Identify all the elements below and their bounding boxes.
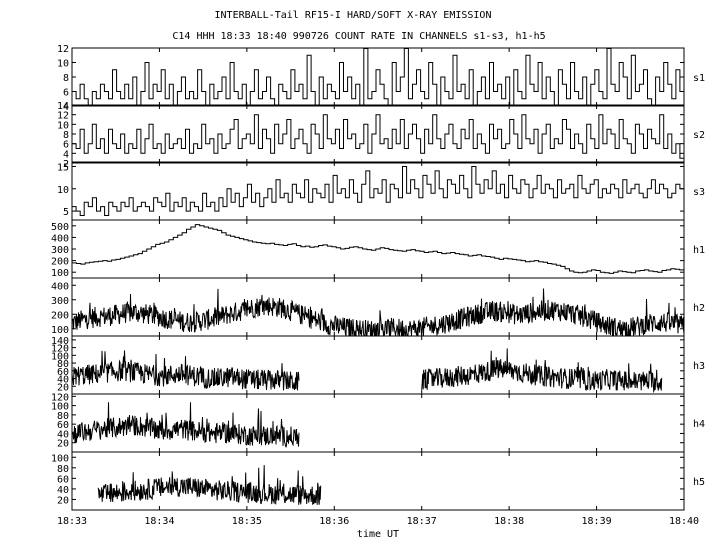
channel-label-h2: h2: [693, 303, 705, 314]
y-tick-label-h4-0: 20: [57, 439, 69, 450]
channel-label-h3: h3: [693, 361, 705, 372]
series-line-h1: [72, 224, 684, 274]
y-tick-label-h4-2: 60: [57, 420, 69, 431]
y-tick-label-s3-0: 5: [63, 207, 69, 218]
y-tick-label-h1-2: 300: [51, 245, 69, 256]
y-tick-label-s2-4: 10: [57, 120, 69, 131]
x-tick-label-2: 18:35: [232, 516, 262, 527]
y-tick-label-h2-3: 400: [51, 281, 69, 292]
y-tick-label-h2-0: 100: [51, 325, 69, 336]
channel-label-h5: h5: [693, 477, 705, 488]
x-tick-label-3: 18:36: [319, 516, 349, 527]
y-tick-label-h4-3: 80: [57, 411, 69, 422]
y-tick-label-s2-5: 12: [57, 111, 69, 122]
y-tick-label-h3-1: 40: [57, 375, 69, 386]
panel-s1: 4 6 8 10 12 s1: [57, 44, 705, 113]
x-tick-label-5: 18:38: [494, 516, 524, 527]
y-tick-label-h5-3: 80: [57, 464, 69, 475]
panel-s3: 5 10 15 s3: [57, 161, 705, 221]
y-tick-label-h2-1: 200: [51, 310, 69, 321]
y-tick-label-h1-4: 500: [51, 222, 69, 233]
y-tick-label-s2-1: 4: [63, 149, 69, 160]
y-tick-label-s1-1: 6: [63, 88, 69, 99]
x-tick-label-0: 18:33: [57, 516, 87, 527]
y-tick-label-s2-0: 2: [63, 159, 69, 170]
panel-frame-s1: [71, 47, 685, 107]
x-axis: 18:33 18:34 18:35 18:36 18:37 18:38 18:39 18:40: [57, 516, 699, 527]
y-tick-label-h1-0: 100: [51, 268, 69, 279]
y-tick-label-s1-0: 4: [63, 102, 69, 113]
panel-frame-h4: [71, 393, 685, 453]
y-tick-label-h4-4: 100: [51, 402, 69, 413]
y-tick-label-s2-6: 14: [57, 101, 69, 112]
channel-label-s3: s3: [693, 187, 705, 198]
panels-group: 4681012s12468101214s251015s3100200300400…: [51, 44, 705, 511]
x-axis-label: time UT: [357, 529, 399, 540]
y-tick-label-s2-3: 8: [63, 130, 69, 141]
series-line-h3-seg1: [421, 348, 663, 394]
y-tick-label-s3-1: 10: [57, 185, 69, 196]
series-line-h4-seg0: [71, 402, 300, 449]
panel-frame-s2: [71, 104, 685, 164]
series-line-s3: [72, 166, 684, 216]
y-tick-label-s1-3: 10: [57, 59, 69, 70]
y-tick-label-h4-1: 40: [57, 429, 69, 440]
series-line-h5-seg0: [97, 465, 322, 505]
x-tick-label-6: 18:39: [582, 516, 612, 527]
y-tick-label-h3-0: 20: [57, 382, 69, 393]
y-tick-label-h5-0: 20: [57, 495, 69, 506]
y-tick-label-h2-2: 300: [51, 296, 69, 307]
series-line-h2-seg0: [71, 288, 685, 337]
channel-label-s1: s1: [693, 73, 705, 84]
y-tick-label-h5-1: 40: [57, 485, 69, 496]
y-tick-label-h5-2: 60: [57, 474, 69, 485]
channel-label-h1: h1: [693, 245, 705, 256]
x-tick-label-7: 18:40: [669, 516, 699, 527]
panel-frame-h5: [71, 451, 685, 511]
series-line-s1: [72, 48, 684, 106]
series-line-h3-seg0: [71, 350, 300, 391]
y-tick-label-h3-5: 120: [51, 344, 69, 355]
series-line-s2: [72, 114, 684, 159]
y-tick-label-s1-4: 12: [57, 44, 69, 55]
y-tick-label-h3-2: 60: [57, 367, 69, 378]
chart-title: INTERBALL-Tail RF15-I HARD/SOFT X-RAY EM…: [215, 10, 492, 21]
x-tick-label-1: 18:34: [144, 516, 174, 527]
y-tick-label-h3-6: 140: [51, 336, 69, 347]
y-tick-label-h4-5: 120: [51, 392, 69, 403]
channel-label-s2: s2: [693, 130, 705, 141]
chart-subtitle: C14 HHH 18:33 18:40 990726 COUNT RATE IN…: [172, 31, 545, 42]
y-tick-label-s1-2: 8: [63, 73, 69, 84]
y-tick-label-h3-3: 80: [57, 359, 69, 370]
panel-h2: 100 200 300 400 h2: [51, 277, 705, 337]
y-tick-label-s2-2: 6: [63, 140, 69, 151]
channel-label-h4: h4: [693, 419, 705, 430]
x-tick-label-4: 18:37: [407, 516, 437, 527]
y-tick-label-h5-4: 100: [51, 453, 69, 464]
y-tick-label-h1-1: 200: [51, 257, 69, 268]
y-tick-label-h1-3: 400: [51, 233, 69, 244]
y-tick-label-h3-4: 100: [51, 351, 69, 362]
y-tick-label-s3-2: 15: [57, 162, 69, 173]
